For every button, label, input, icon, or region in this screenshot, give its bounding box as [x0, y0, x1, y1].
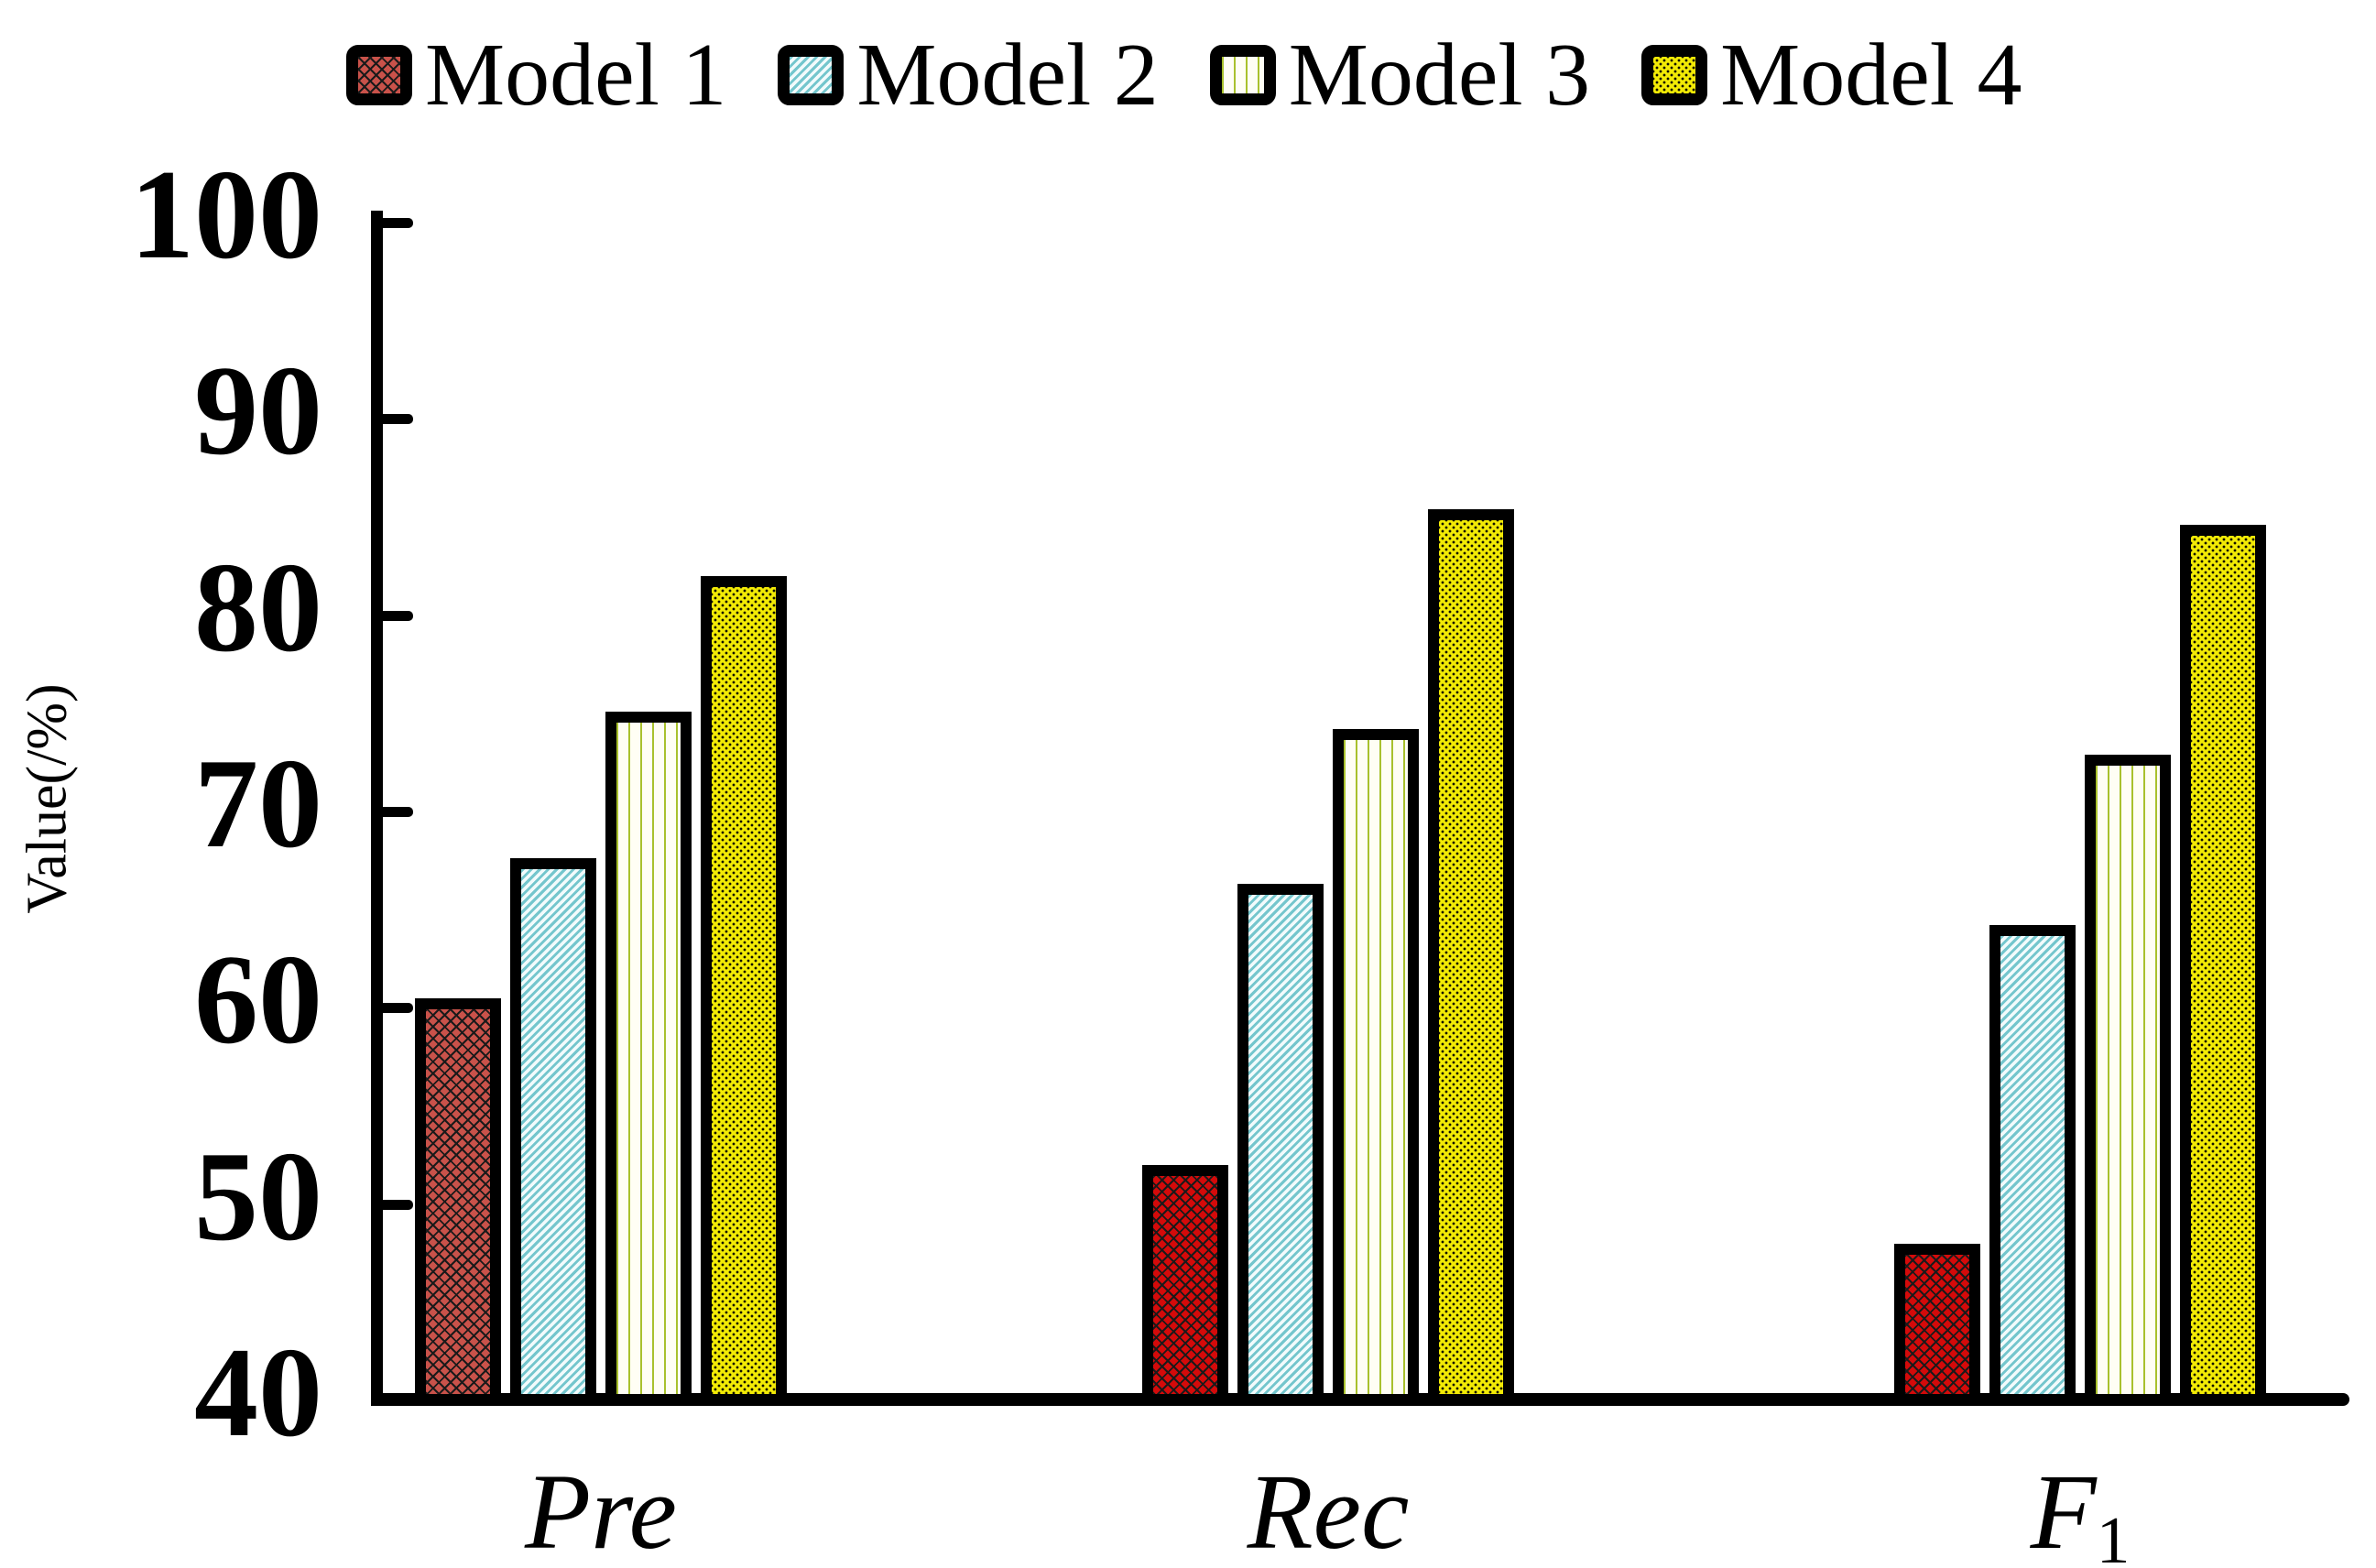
- legend-label: Model 2: [856, 26, 1159, 125]
- bar-model-2-f1: [1989, 925, 2076, 1405]
- y-tick-label-40: 40: [194, 1322, 322, 1464]
- legend-swatch-model-3: [1209, 45, 1276, 105]
- y-tick-90: [382, 414, 413, 424]
- y-tick-label-90: 90: [194, 340, 322, 482]
- legend-label: Model 4: [1720, 26, 2022, 125]
- x-category-label-pre: Pre: [525, 1452, 677, 1568]
- bar-model-2-rec: [1237, 884, 1324, 1405]
- y-tick-70: [382, 807, 413, 817]
- y-tick-label-100: 100: [130, 144, 322, 286]
- y-tick-50: [382, 1200, 413, 1210]
- legend-swatch-model-1: [346, 45, 412, 105]
- bar-model-2-pre: [510, 858, 596, 1405]
- bar-model-1-pre: [415, 998, 501, 1405]
- y-tick-label-70: 70: [194, 733, 322, 875]
- y-axis-line: [371, 211, 383, 1406]
- bar-model-3-rec: [1333, 729, 1419, 1405]
- legend-item-3: Model 3: [1209, 26, 1591, 125]
- legend-swatch-model-4: [1641, 45, 1708, 105]
- bar-model-4-pre: [701, 576, 787, 1405]
- bar-model-1-f1: [1894, 1244, 1980, 1405]
- y-tick-100: [382, 218, 413, 228]
- bar-model-4-rec: [1428, 509, 1514, 1405]
- y-tick-60: [382, 1003, 413, 1013]
- bar-model-3-pre: [605, 712, 692, 1405]
- bar-model-3-f1: [2085, 755, 2171, 1405]
- legend: Model 1 Model 2 Model 3 Model 4: [346, 30, 2022, 120]
- y-tick-label-50: 50: [194, 1126, 322, 1268]
- legend-item-1: Model 1: [346, 30, 726, 120]
- legend-item-2: Model 2: [778, 26, 1159, 125]
- bar-model-4-f1: [2180, 525, 2266, 1405]
- legend-item-4: Model 4: [1641, 30, 2022, 120]
- y-tick-label-80: 80: [194, 537, 322, 679]
- legend-label: Model 3: [1288, 26, 1591, 125]
- y-tick-80: [382, 611, 413, 621]
- x-category-label-rec: Rec: [1247, 1452, 1410, 1568]
- legend-label: Model 1: [425, 26, 727, 125]
- y-tick-label-60: 60: [194, 929, 322, 1071]
- x-category-label-f1: F1: [2030, 1452, 2131, 1568]
- bar-model-1-rec: [1142, 1165, 1228, 1405]
- legend-swatch-model-2: [778, 45, 845, 105]
